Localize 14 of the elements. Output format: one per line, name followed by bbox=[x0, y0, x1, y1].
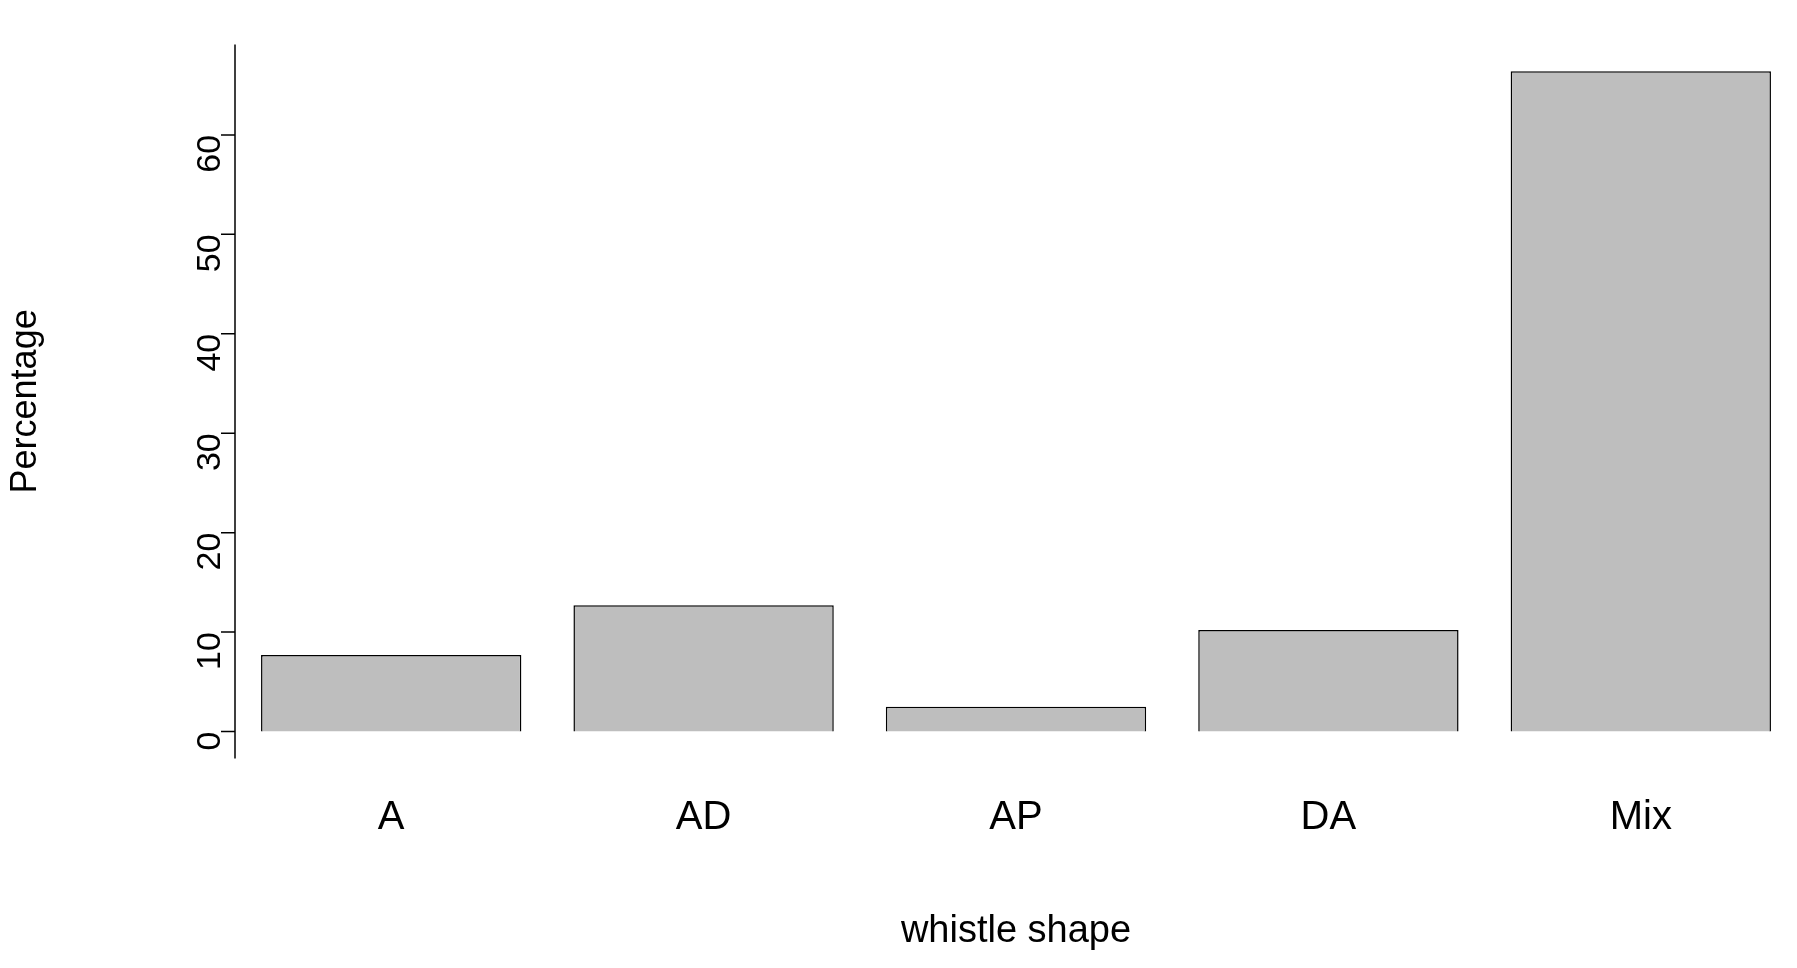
x-tick-label: Mix bbox=[1609, 793, 1672, 838]
y-tick-label: 20 bbox=[189, 532, 228, 571]
y-tick-label: 50 bbox=[189, 234, 228, 273]
x-tick-label: A bbox=[377, 793, 405, 838]
y-tick-label: 30 bbox=[189, 433, 228, 472]
x-axis-title: whistle shape bbox=[899, 907, 1132, 950]
y-tick-label: 0 bbox=[189, 731, 228, 751]
x-tick-label: AP bbox=[989, 793, 1043, 838]
y-axis-title: Percentage bbox=[2, 309, 44, 494]
y-tick-label: 40 bbox=[189, 333, 228, 372]
x-tick-label: DA bbox=[1300, 793, 1357, 838]
x-tick-label: AD bbox=[675, 793, 732, 838]
y-tick-label: 60 bbox=[189, 134, 228, 173]
y-tick-label: 10 bbox=[189, 632, 228, 670]
